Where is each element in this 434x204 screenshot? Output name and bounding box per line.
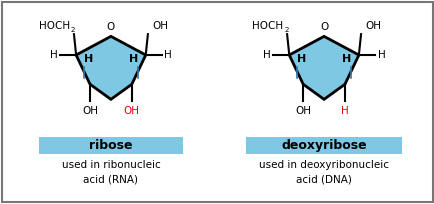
Text: OH: OH: [295, 105, 310, 115]
Text: O: O: [107, 22, 115, 32]
Text: H: H: [83, 54, 93, 64]
Text: H: H: [164, 50, 172, 60]
Text: H: H: [341, 54, 351, 64]
Text: HOCH: HOCH: [39, 21, 70, 31]
Text: O: O: [319, 22, 327, 32]
FancyBboxPatch shape: [245, 137, 401, 154]
Text: H: H: [340, 105, 348, 115]
FancyBboxPatch shape: [2, 2, 432, 202]
Polygon shape: [289, 36, 358, 99]
Text: OH: OH: [82, 105, 98, 115]
Text: H: H: [262, 50, 270, 60]
Text: ribose: ribose: [89, 139, 132, 152]
FancyBboxPatch shape: [39, 137, 182, 154]
Text: deoxyribose: deoxyribose: [281, 139, 366, 152]
Polygon shape: [76, 36, 145, 99]
Text: OH: OH: [152, 21, 168, 31]
Text: acid (DNA): acid (DNA): [296, 175, 351, 185]
Text: H: H: [49, 50, 57, 60]
Text: H: H: [128, 54, 138, 64]
Text: 2: 2: [283, 27, 288, 33]
Text: acid (RNA): acid (RNA): [83, 175, 138, 185]
Text: OH: OH: [124, 105, 139, 115]
Text: H: H: [296, 54, 306, 64]
Text: used in deoxyribonucleic: used in deoxyribonucleic: [259, 160, 388, 170]
Text: 2: 2: [71, 27, 75, 33]
Text: OH: OH: [365, 21, 381, 31]
Text: used in ribonucleic: used in ribonucleic: [61, 160, 160, 170]
Text: H: H: [377, 50, 385, 60]
Text: HOCH: HOCH: [252, 21, 283, 31]
